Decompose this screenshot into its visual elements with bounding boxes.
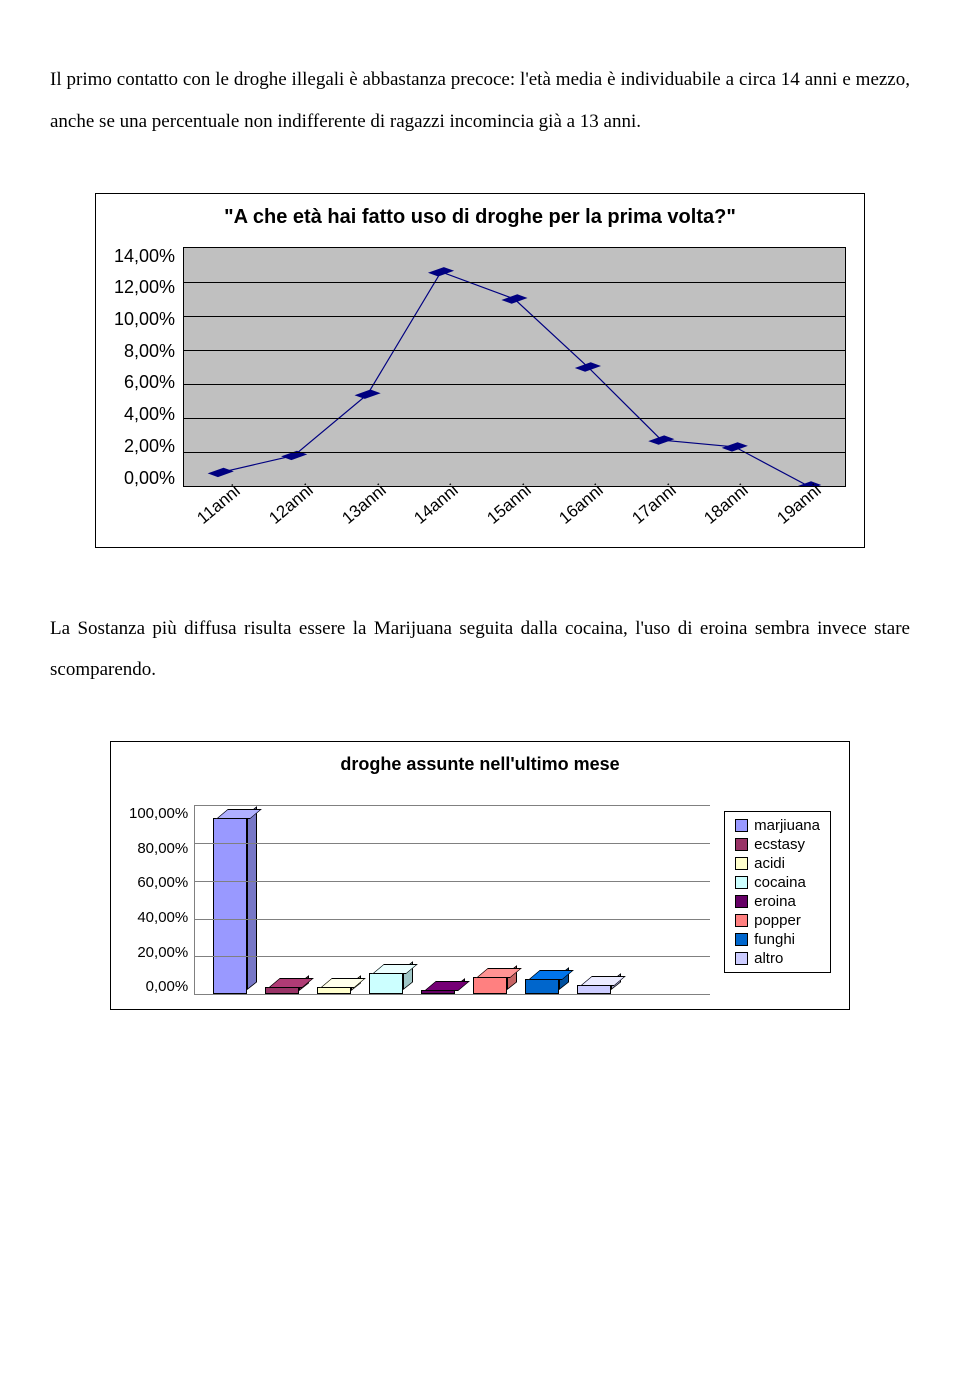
bar-marjiuana bbox=[213, 805, 257, 994]
line-marker bbox=[355, 389, 381, 398]
gridline bbox=[184, 316, 845, 317]
bar-funghi bbox=[525, 805, 569, 994]
legend-label: eroina bbox=[754, 893, 796, 910]
legend-item: eroina bbox=[735, 892, 820, 911]
y-tick-label: 40,00% bbox=[137, 909, 188, 926]
bar-cocaina bbox=[369, 805, 413, 994]
y-tick-label: 60,00% bbox=[137, 874, 188, 891]
legend-item: popper bbox=[735, 911, 820, 930]
gridline bbox=[195, 956, 710, 957]
gridline bbox=[184, 452, 845, 453]
y-tick-label: 20,00% bbox=[137, 944, 188, 961]
legend-label: popper bbox=[754, 912, 801, 929]
gridline bbox=[195, 919, 710, 920]
line-chart-y-axis: 14,00% 12,00% 10,00% 8,00% 6,00% 4,00% 2,00% 0,… bbox=[114, 247, 183, 487]
line-marker bbox=[648, 435, 674, 444]
line-marker bbox=[575, 362, 601, 371]
gridline bbox=[184, 350, 845, 351]
legend-swatch bbox=[735, 914, 748, 927]
line-chart-svg bbox=[184, 248, 845, 486]
legend-swatch bbox=[735, 876, 748, 889]
bar-chart-container: droghe assunte nell'ultimo mese 100,00% 8… bbox=[110, 741, 850, 1010]
bar-popper bbox=[473, 805, 517, 994]
legend-swatch bbox=[735, 933, 748, 946]
line-chart-plot-area bbox=[183, 247, 846, 487]
y-tick-label: 6,00% bbox=[124, 373, 175, 391]
y-tick-label: 8,00% bbox=[124, 342, 175, 360]
bar-altro bbox=[577, 805, 621, 994]
legend-swatch bbox=[735, 819, 748, 832]
legend-item: marjiuana bbox=[735, 816, 820, 835]
bar-eroina bbox=[421, 805, 465, 994]
bar-chart-plot-area bbox=[194, 805, 710, 995]
gridline bbox=[195, 843, 710, 844]
y-tick-label: 14,00% bbox=[114, 247, 175, 265]
y-tick-label: 100,00% bbox=[129, 805, 188, 822]
legend-label: altro bbox=[754, 950, 783, 967]
bar-chart-y-axis: 100,00% 80,00% 60,00% 40,00% 20,00% 0,00% bbox=[129, 805, 194, 995]
legend-swatch bbox=[735, 952, 748, 965]
y-tick-label: 2,00% bbox=[124, 437, 175, 455]
legend-label: acidi bbox=[754, 855, 785, 872]
line-chart-title: "A che età hai fatto uso di droghe per l… bbox=[114, 206, 846, 229]
legend-swatch bbox=[735, 895, 748, 908]
intro-paragraph-1: Il primo contatto con le droghe illegali… bbox=[50, 59, 910, 143]
y-tick-label: 0,00% bbox=[124, 469, 175, 487]
legend-label: marjiuana bbox=[754, 817, 820, 834]
legend-swatch bbox=[735, 838, 748, 851]
line-chart-x-axis: 11anni12anni13anni14anni15anni16anni17an… bbox=[114, 495, 846, 533]
legend-label: funghi bbox=[754, 931, 795, 948]
gridline bbox=[184, 384, 845, 385]
gridline bbox=[195, 805, 710, 806]
legend-item: funghi bbox=[735, 930, 820, 949]
y-tick-label: 0,00% bbox=[146, 978, 189, 995]
legend-item: cocaina bbox=[735, 873, 820, 892]
gridline bbox=[184, 282, 845, 283]
legend-item: altro bbox=[735, 949, 820, 968]
line-marker bbox=[722, 442, 748, 451]
gridline bbox=[184, 418, 845, 419]
bar-ecstasy bbox=[265, 805, 309, 994]
y-tick-label: 12,00% bbox=[114, 278, 175, 296]
legend-swatch bbox=[735, 857, 748, 870]
gridline bbox=[195, 881, 710, 882]
line-chart-container: "A che età hai fatto uso di droghe per l… bbox=[95, 193, 865, 548]
y-tick-label: 80,00% bbox=[137, 840, 188, 857]
legend-label: ecstasy bbox=[754, 836, 805, 853]
y-tick-label: 4,00% bbox=[124, 405, 175, 423]
bar-chart-legend: marjiuana ecstasy acidi cocaina eroina popper… bbox=[724, 811, 831, 973]
legend-item: acidi bbox=[735, 854, 820, 873]
bar-chart-title: droghe assunte nell'ultimo mese bbox=[129, 754, 831, 775]
legend-item: ecstasy bbox=[735, 835, 820, 854]
legend-label: cocaina bbox=[754, 874, 806, 891]
y-tick-label: 10,00% bbox=[114, 310, 175, 328]
bar-acidi bbox=[317, 805, 361, 994]
intro-paragraph-2: La Sostanza più diffusa risulta essere l… bbox=[50, 608, 910, 692]
